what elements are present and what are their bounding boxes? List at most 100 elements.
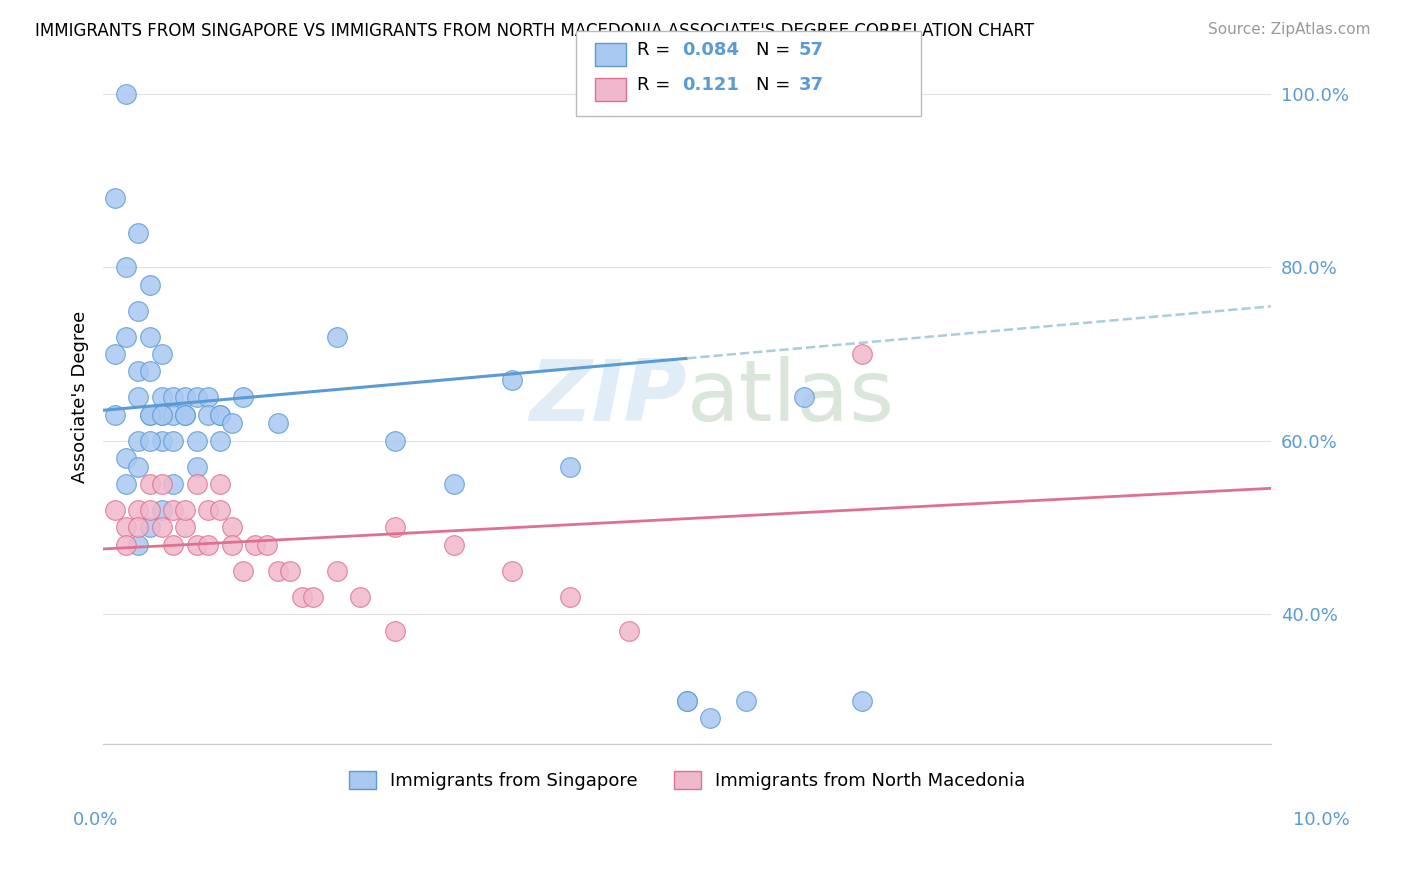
Point	[221, 538, 243, 552]
Point	[560, 590, 582, 604]
Point	[384, 624, 406, 639]
Point	[186, 390, 208, 404]
Point	[793, 390, 815, 404]
Point	[115, 260, 138, 275]
Text: 57: 57	[799, 41, 824, 59]
Point	[676, 693, 699, 707]
Point	[127, 434, 149, 448]
Point	[162, 477, 184, 491]
Point	[232, 390, 254, 404]
Text: R =: R =	[637, 76, 682, 94]
Point	[173, 520, 195, 534]
Point	[243, 538, 266, 552]
Point	[208, 408, 231, 422]
Point	[127, 390, 149, 404]
Point	[139, 477, 162, 491]
Point	[139, 520, 162, 534]
Point	[139, 364, 162, 378]
Text: atlas: atlas	[688, 356, 896, 439]
Point	[104, 191, 127, 205]
Text: 37: 37	[799, 76, 824, 94]
Point	[115, 450, 138, 465]
Point	[325, 329, 347, 343]
Point	[150, 520, 173, 534]
Point	[208, 408, 231, 422]
Point	[150, 390, 173, 404]
Point	[104, 503, 127, 517]
Point	[139, 434, 162, 448]
Point	[162, 503, 184, 517]
Point	[384, 520, 406, 534]
Point	[208, 434, 231, 448]
Point	[162, 390, 184, 404]
Point	[127, 520, 149, 534]
Point	[443, 477, 465, 491]
Point	[162, 538, 184, 552]
Point	[851, 347, 873, 361]
Point	[127, 364, 149, 378]
Point	[278, 564, 301, 578]
Point	[115, 87, 138, 101]
Point	[197, 538, 219, 552]
Point	[676, 693, 699, 707]
Point	[127, 459, 149, 474]
Point	[127, 538, 149, 552]
Point	[851, 693, 873, 707]
Point	[186, 459, 208, 474]
Point	[127, 226, 149, 240]
Point	[150, 347, 173, 361]
Point	[699, 711, 721, 725]
Point	[267, 417, 290, 431]
Point	[115, 329, 138, 343]
Point	[150, 408, 173, 422]
Point	[291, 590, 314, 604]
Point	[127, 303, 149, 318]
Point	[139, 408, 162, 422]
Text: ZIP: ZIP	[530, 356, 688, 439]
Point	[384, 434, 406, 448]
Text: IMMIGRANTS FROM SINGAPORE VS IMMIGRANTS FROM NORTH MACEDONIA ASSOCIATE'S DEGREE : IMMIGRANTS FROM SINGAPORE VS IMMIGRANTS …	[35, 22, 1035, 40]
Point	[221, 417, 243, 431]
Point	[186, 477, 208, 491]
Point	[150, 503, 173, 517]
Point	[150, 434, 173, 448]
Point	[325, 564, 347, 578]
Point	[501, 564, 523, 578]
Point	[186, 538, 208, 552]
Point	[501, 373, 523, 387]
Point	[197, 408, 219, 422]
Point	[173, 390, 195, 404]
Point	[197, 390, 219, 404]
Point	[302, 590, 325, 604]
Point	[734, 693, 756, 707]
Point	[115, 477, 138, 491]
Point	[150, 408, 173, 422]
Point	[150, 477, 173, 491]
Text: 10.0%: 10.0%	[1294, 811, 1350, 829]
Text: 0.0%: 0.0%	[73, 811, 118, 829]
Text: 0.084: 0.084	[682, 41, 740, 59]
Point	[139, 503, 162, 517]
Point	[173, 408, 195, 422]
Point	[443, 538, 465, 552]
Point	[267, 564, 290, 578]
Point	[127, 503, 149, 517]
Point	[349, 590, 371, 604]
Point	[139, 408, 162, 422]
Point	[186, 434, 208, 448]
Point	[104, 408, 127, 422]
Point	[162, 434, 184, 448]
Point	[115, 538, 138, 552]
Legend: Immigrants from Singapore, Immigrants from North Macedonia: Immigrants from Singapore, Immigrants fr…	[342, 764, 1033, 797]
Point	[139, 329, 162, 343]
Text: R =: R =	[637, 41, 676, 59]
Point	[139, 277, 162, 292]
Point	[162, 408, 184, 422]
Point	[232, 564, 254, 578]
Point	[617, 624, 640, 639]
Y-axis label: Associate's Degree: Associate's Degree	[72, 311, 89, 483]
Point	[256, 538, 278, 552]
Point	[115, 520, 138, 534]
Point	[104, 347, 127, 361]
Point	[173, 503, 195, 517]
